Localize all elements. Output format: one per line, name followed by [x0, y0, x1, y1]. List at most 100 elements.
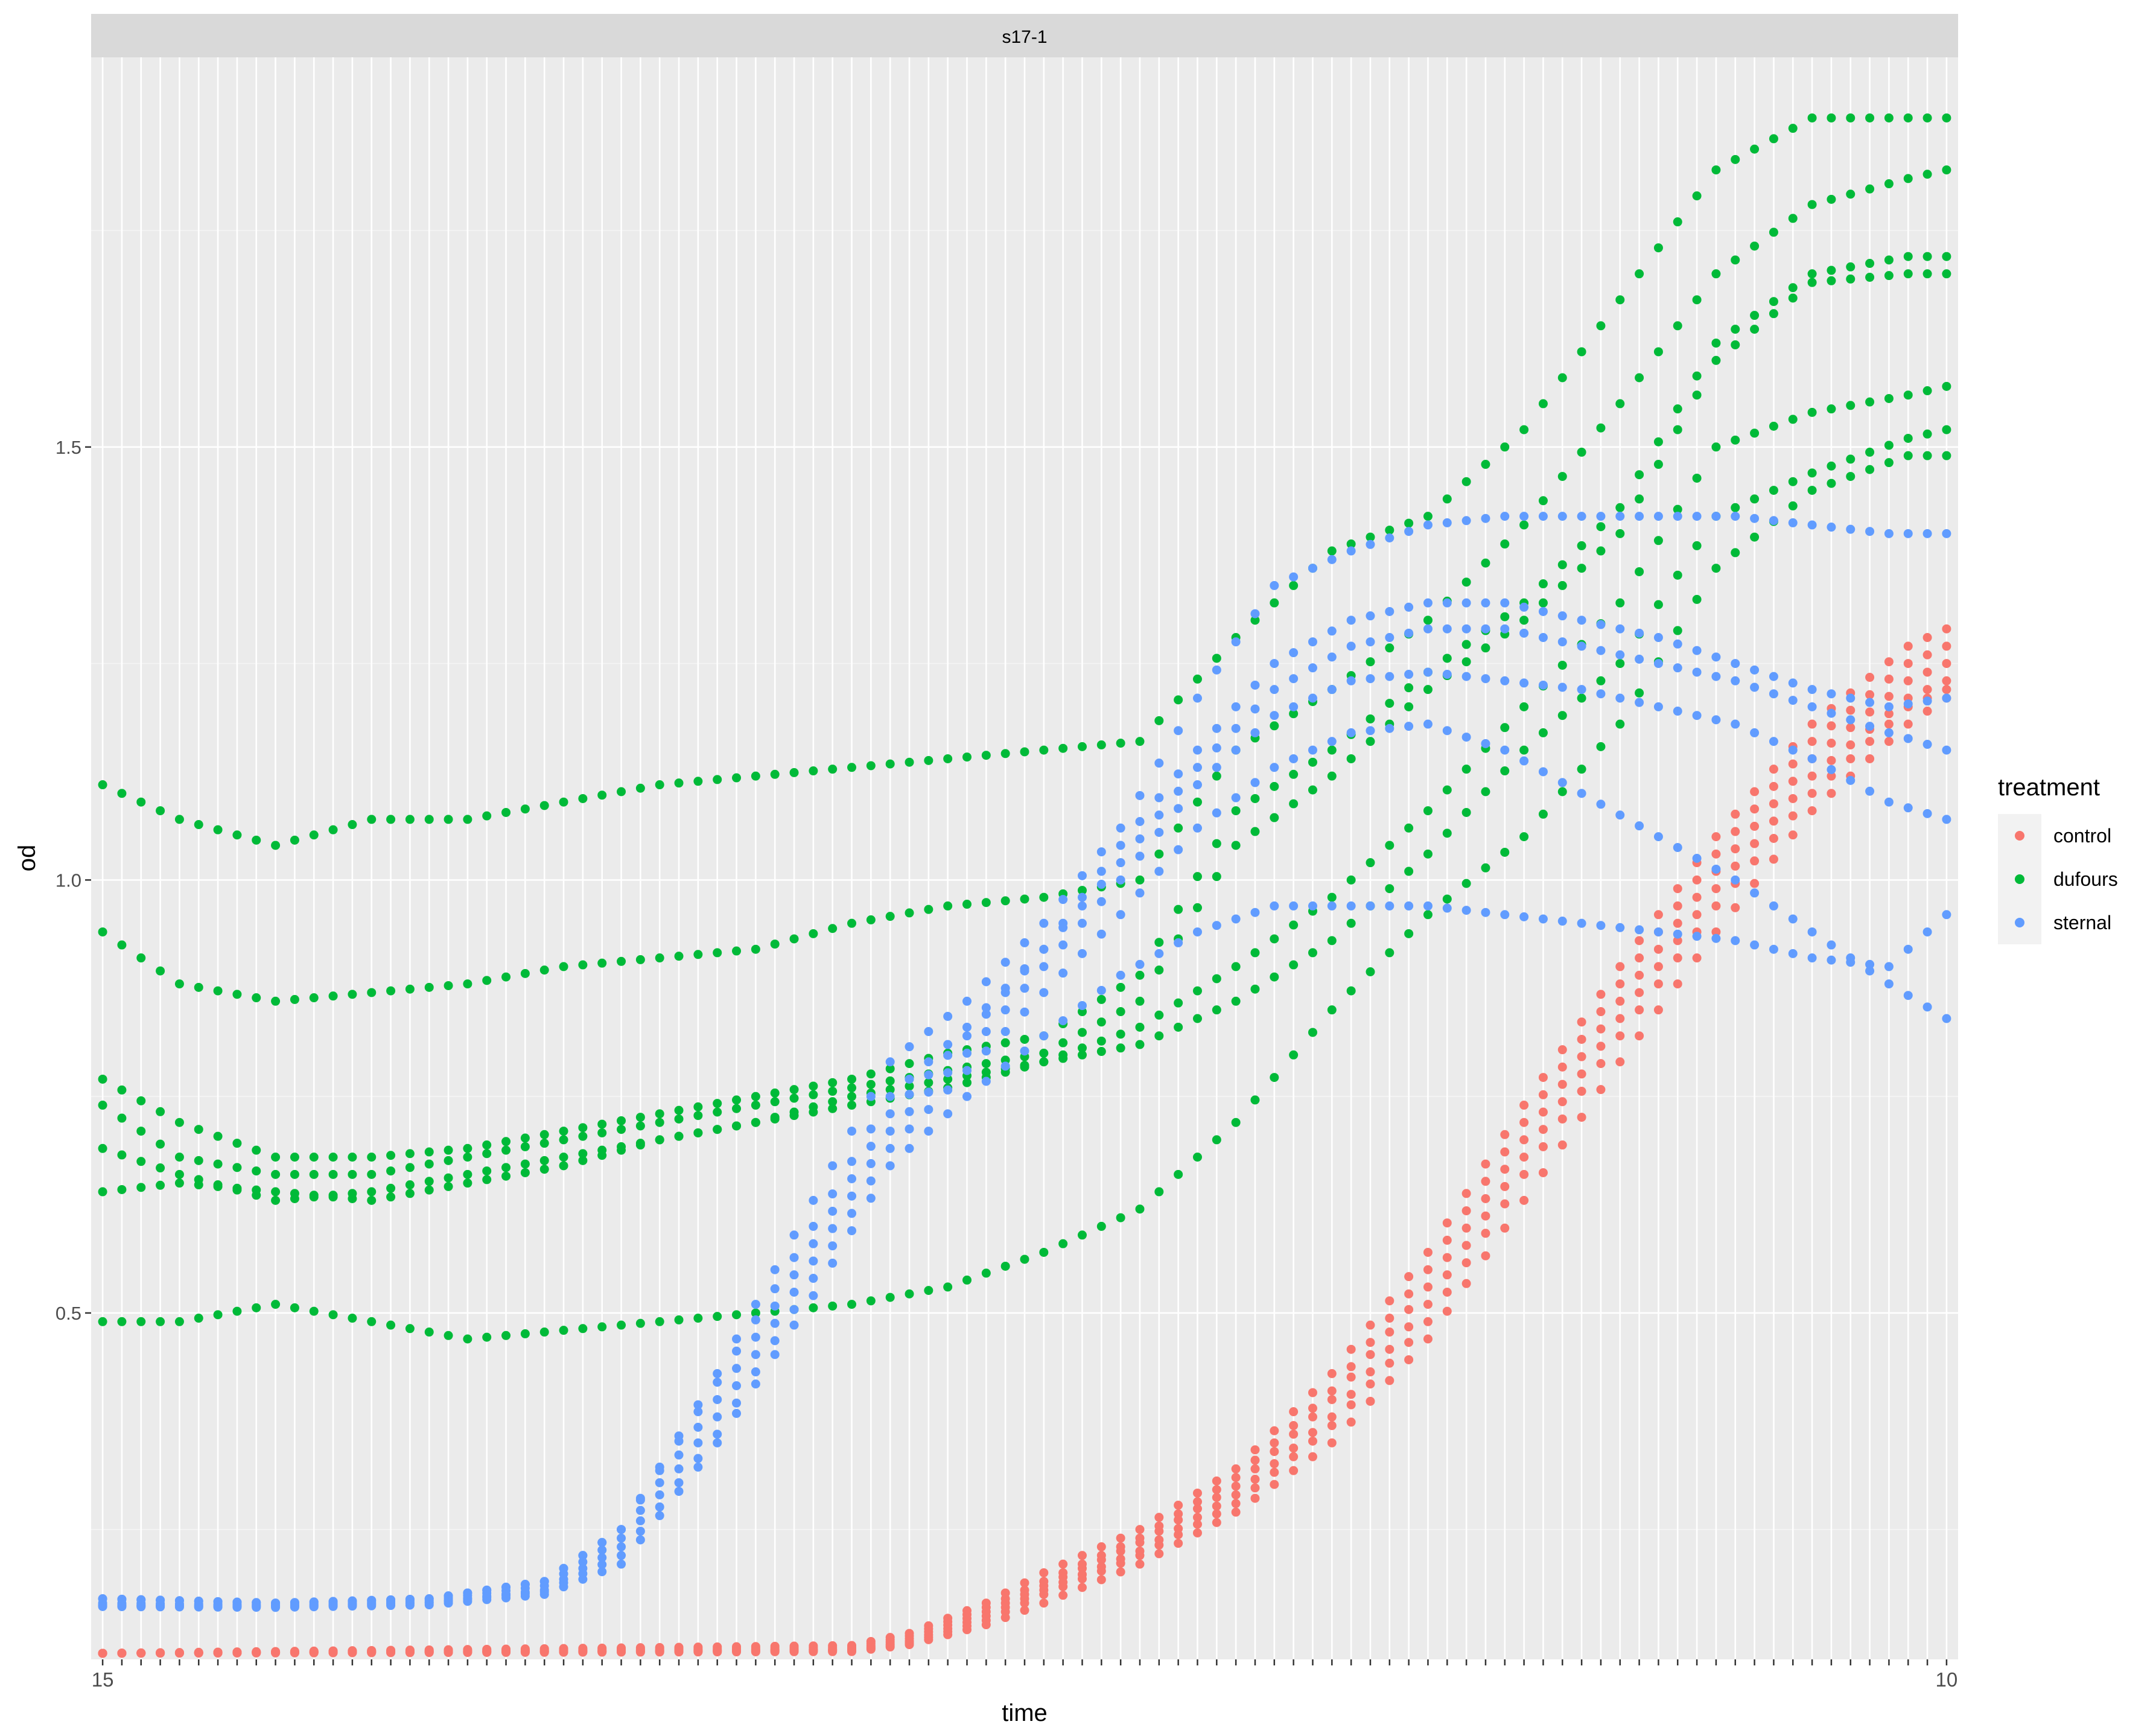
- point-control: [1711, 884, 1721, 894]
- point-dufours: [943, 754, 953, 763]
- point-sternal: [1673, 512, 1682, 521]
- point-dufours: [1903, 269, 1913, 279]
- point-control: [1000, 1613, 1010, 1623]
- point-sternal: [1557, 512, 1567, 521]
- point-sternal: [1077, 892, 1087, 902]
- point-sternal: [1711, 512, 1721, 521]
- point-sternal: [885, 1092, 895, 1101]
- point-dufours: [1154, 1187, 1164, 1197]
- point-sternal: [1481, 739, 1490, 748]
- point-dufours: [501, 1145, 511, 1155]
- point-control: [1922, 650, 1932, 660]
- point-sternal: [1807, 953, 1817, 963]
- point-dufours: [905, 908, 914, 918]
- point-control: [1615, 996, 1625, 1006]
- point-dufours: [1077, 1230, 1087, 1240]
- point-dufours: [1807, 407, 1817, 417]
- point-dufours: [1711, 564, 1721, 573]
- point-dufours: [1653, 536, 1663, 545]
- point-dufours: [1635, 373, 1644, 383]
- point-dufours: [1135, 737, 1145, 746]
- point-dufours: [1865, 447, 1875, 457]
- point-sternal: [1673, 663, 1682, 673]
- point-dufours: [1442, 894, 1452, 904]
- point-control: [693, 1647, 703, 1657]
- point-sternal: [1635, 654, 1644, 664]
- point-sternal: [1635, 925, 1644, 935]
- point-sternal: [1192, 693, 1202, 703]
- point-dufours: [1212, 872, 1221, 882]
- point-dufours: [617, 1145, 626, 1155]
- point-sternal: [1653, 832, 1663, 842]
- point-sternal: [770, 1350, 780, 1359]
- point-dufours: [539, 1165, 549, 1174]
- point-dufours: [156, 1163, 165, 1173]
- point-sternal: [1039, 918, 1049, 928]
- point-control: [1096, 1555, 1106, 1565]
- point-sternal: [117, 1602, 127, 1612]
- point-dufours: [559, 1153, 568, 1162]
- point-sternal: [1942, 1014, 1951, 1023]
- point-sternal: [1212, 743, 1221, 753]
- point-dufours: [1922, 269, 1932, 279]
- point-sternal: [866, 1194, 876, 1203]
- point-dufours: [866, 761, 876, 771]
- point-sternal: [1557, 637, 1567, 647]
- point-control: [1135, 1559, 1145, 1569]
- point-sternal: [1327, 901, 1337, 911]
- point-sternal: [789, 1320, 799, 1330]
- point-dufours: [1788, 293, 1798, 303]
- point-sternal: [809, 1239, 818, 1248]
- series-sternal: [98, 512, 1951, 1612]
- point-control: [1442, 1288, 1452, 1297]
- point-sternal: [1116, 970, 1125, 980]
- point-dufours: [655, 780, 664, 790]
- point-dufours: [1270, 721, 1279, 731]
- point-sternal: [1884, 962, 1894, 971]
- point-control: [1807, 771, 1817, 781]
- point-sternal: [1519, 912, 1529, 921]
- point-control: [1020, 1606, 1029, 1615]
- y-tick-label: 1.5: [56, 437, 81, 458]
- point-control: [1385, 1327, 1395, 1337]
- point-dufours: [1077, 1050, 1087, 1060]
- point-control: [1903, 676, 1913, 685]
- point-dufours: [1366, 657, 1375, 667]
- point-sternal: [905, 1107, 914, 1116]
- point-dufours: [367, 1169, 377, 1179]
- point-sternal: [1596, 800, 1606, 809]
- point-sternal: [1192, 780, 1202, 790]
- point-dufours: [539, 965, 549, 975]
- point-control: [1192, 1519, 1202, 1529]
- point-control: [1788, 793, 1798, 803]
- point-dufours: [1154, 849, 1164, 859]
- point-dufours: [1673, 217, 1682, 227]
- point-control: [1500, 1181, 1510, 1191]
- point-sternal: [1769, 672, 1778, 681]
- point-sternal: [1750, 888, 1760, 898]
- point-dufours: [386, 815, 396, 824]
- point-sternal: [1231, 745, 1241, 755]
- point-control: [1231, 1507, 1241, 1517]
- point-dufours: [1750, 144, 1760, 154]
- point-dufours: [1711, 355, 1721, 365]
- point-sternal: [1096, 929, 1106, 939]
- point-control: [1942, 676, 1951, 685]
- point-dufours: [290, 835, 299, 845]
- point-dufours: [847, 1300, 857, 1309]
- point-dufours: [578, 960, 588, 970]
- point-dufours: [693, 1102, 703, 1111]
- point-dufours: [1020, 1254, 1029, 1264]
- point-control: [117, 1649, 127, 1658]
- point-sternal: [1039, 962, 1049, 971]
- point-sternal: [1270, 685, 1279, 695]
- point-dufours: [424, 1177, 434, 1186]
- point-dufours: [1827, 113, 1836, 122]
- point-control: [1711, 832, 1721, 842]
- point-sternal: [1212, 808, 1221, 818]
- point-dufours: [213, 986, 223, 996]
- point-dufours: [885, 1076, 895, 1086]
- point-dufours: [1461, 765, 1471, 774]
- point-dufours: [1922, 113, 1932, 122]
- point-dufours: [1711, 442, 1721, 452]
